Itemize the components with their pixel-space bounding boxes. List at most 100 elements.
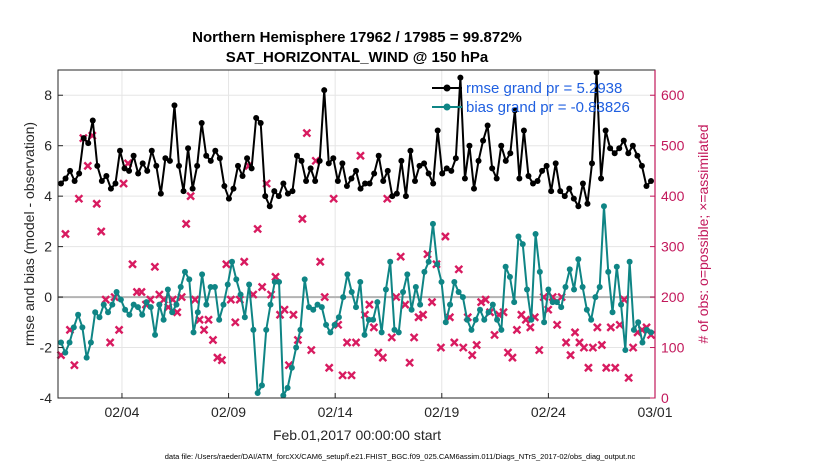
bias-point — [400, 289, 407, 296]
rmse-point — [439, 170, 446, 177]
rmse-point — [121, 165, 128, 172]
rmse-point — [384, 167, 391, 174]
rmse-point — [284, 190, 291, 197]
rmse-point — [157, 190, 164, 197]
rmse-point — [434, 127, 441, 134]
rmse-point — [248, 165, 255, 172]
bias-point — [301, 276, 308, 283]
bias-point — [588, 316, 595, 323]
bias-point — [164, 286, 171, 293]
x-tick-label: 02/24 — [531, 404, 566, 420]
rmse-point — [185, 145, 192, 152]
obs-point — [521, 315, 531, 325]
rmse-point — [294, 152, 300, 159]
rmse-point — [380, 178, 387, 185]
x-axis-ticks: 02/04 02/09 02/14 02/19 02/24 03/01 — [104, 393, 673, 420]
rmse-point — [530, 180, 536, 187]
obs-point — [119, 179, 128, 188]
bias-point — [417, 301, 424, 308]
rmse-point — [348, 175, 355, 182]
bias-point — [378, 329, 385, 336]
rmse-point — [620, 137, 627, 144]
rmse-point — [629, 142, 636, 149]
bias-point — [318, 304, 325, 311]
rmse-point — [103, 172, 110, 179]
bias-point — [365, 316, 372, 323]
obs-point — [61, 229, 70, 239]
bias-point — [331, 321, 338, 328]
bias-point — [622, 347, 629, 354]
x-tick-label: 02/04 — [104, 404, 139, 420]
bias-point — [382, 286, 389, 293]
bias-point — [113, 289, 120, 296]
bias-point — [532, 231, 539, 237]
bias-point — [583, 306, 590, 313]
rmse-point — [371, 170, 378, 177]
bias-point — [549, 299, 556, 306]
obs-point — [476, 297, 486, 307]
rmse-point — [475, 157, 482, 164]
obs-point — [396, 252, 406, 262]
obs-point — [114, 325, 124, 335]
bias-point — [156, 301, 163, 308]
bias-point — [224, 281, 231, 288]
chart-title: Northern Hemisphere 17962 / 17985 = 99.8… — [192, 29, 522, 46]
obs-point — [624, 373, 634, 383]
obs-point — [208, 335, 218, 345]
bias-point — [117, 296, 124, 303]
bias-point — [434, 261, 441, 268]
rmse-point — [561, 193, 568, 200]
bias-point — [310, 306, 317, 313]
rmse-point — [516, 175, 523, 182]
bias-point — [250, 326, 257, 333]
obs-point — [405, 358, 414, 368]
bias-point — [177, 283, 184, 290]
bias-point — [571, 286, 578, 293]
rmse-point — [221, 183, 228, 190]
rmse-point — [71, 178, 78, 185]
rmse-point — [552, 160, 559, 167]
bias-point — [494, 316, 501, 323]
bias-point — [58, 339, 64, 346]
bias-point — [639, 339, 646, 346]
bias-point — [246, 281, 253, 288]
rmse-point — [339, 160, 346, 167]
rmse-point — [539, 167, 546, 174]
obs-point — [378, 353, 388, 362]
bias-point — [459, 294, 466, 301]
rmse-point — [443, 165, 450, 172]
bias-point — [335, 314, 342, 321]
obs-point — [298, 214, 307, 224]
rmse-point — [398, 157, 405, 164]
bias-point — [600, 203, 607, 210]
rmse-point — [548, 188, 555, 195]
bias-point — [489, 301, 496, 308]
rmse-point — [176, 162, 182, 169]
rmse-point — [198, 119, 205, 126]
rmse-point — [85, 140, 92, 147]
bias-point — [519, 241, 526, 248]
bias-point — [83, 354, 90, 361]
legend-entry-rmse: rmse grand pr = 5.2938 — [432, 80, 622, 97]
bias-point — [592, 294, 599, 301]
bias-point — [220, 301, 227, 308]
bias-point — [327, 329, 334, 336]
rmse-point — [452, 155, 459, 162]
obs-point — [289, 310, 298, 320]
obs-point — [593, 323, 602, 332]
rmse-point — [507, 150, 514, 157]
bias-point — [357, 278, 364, 285]
bias-point — [348, 289, 355, 296]
right-axis-label: # of obs: o=possible; ×=assimilated — [695, 124, 711, 343]
rmse-point — [375, 152, 382, 159]
obs-point — [610, 363, 620, 373]
bias-point — [528, 316, 535, 323]
obs-point — [418, 310, 428, 320]
bias-point — [109, 301, 116, 308]
obs-point — [628, 343, 638, 352]
bias-point — [511, 299, 518, 306]
obs-point — [365, 300, 374, 309]
rmse-point — [98, 178, 105, 185]
rmse-point — [366, 180, 373, 187]
